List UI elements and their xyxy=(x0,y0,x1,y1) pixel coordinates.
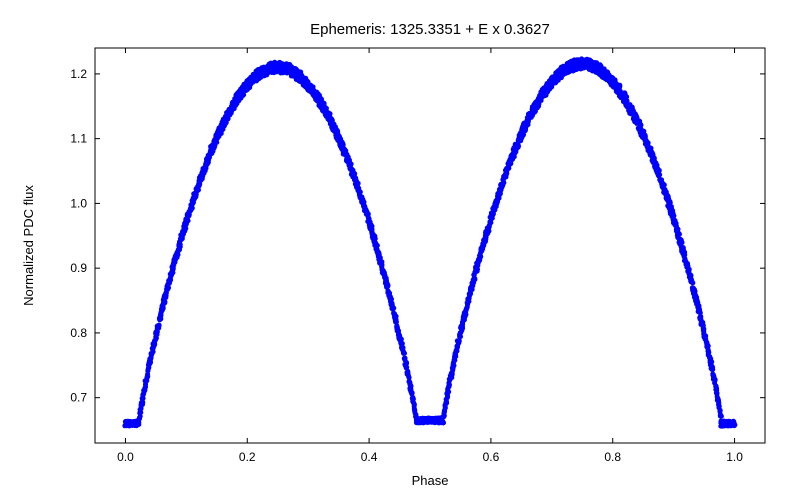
x-tick-label: 0.0 xyxy=(117,450,134,464)
x-tick-label: 1.0 xyxy=(726,450,743,464)
y-tick-label: 1.2 xyxy=(70,67,87,81)
x-tick-label: 0.4 xyxy=(361,450,378,464)
chart-title: Ephemeris: 1325.3351 + E x 0.3627 xyxy=(310,21,550,38)
y-tick-label: 1.0 xyxy=(70,196,87,210)
y-tick-label: 0.7 xyxy=(70,391,87,405)
lightcurve-chart: 0.0 0.2 0.4 0.6 0.8 1.0 0.7 0.8 0.9 1.0 1.1 1.2 Ep… xyxy=(0,0,800,500)
y-axis-label: Normalized PDC flux xyxy=(21,185,36,306)
x-tick-label: 0.8 xyxy=(604,450,621,464)
y-tick-label: 1.1 xyxy=(70,132,87,146)
x-axis-label: Phase xyxy=(412,473,449,488)
y-tick-label: 0.9 xyxy=(70,261,87,275)
chart-container: 0.0 0.2 0.4 0.6 0.8 1.0 0.7 0.8 0.9 1.0 1.1 1.2 Ep… xyxy=(0,0,800,500)
y-tick-label: 0.8 xyxy=(70,326,87,340)
x-tick-label: 0.2 xyxy=(239,450,256,464)
x-tick-label: 0.6 xyxy=(483,450,500,464)
